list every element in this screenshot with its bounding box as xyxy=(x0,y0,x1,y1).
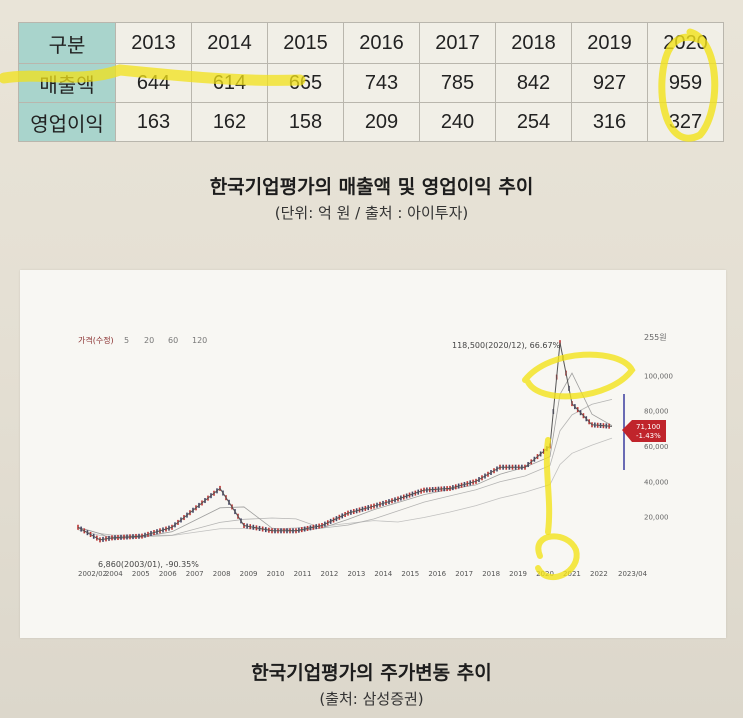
y-tick-label: 100,000 xyxy=(644,372,673,380)
high-annotation: 118,500(2020/12), 66.67% xyxy=(452,341,561,350)
table-cell: 842 xyxy=(495,63,572,103)
table-cell: 959 xyxy=(647,63,724,103)
x-tick-label: 2023/04 xyxy=(618,570,648,578)
x-tick-label: 2002/02 xyxy=(78,570,107,578)
current-price: 71,100 xyxy=(636,423,661,431)
table-cell: 644 xyxy=(115,63,192,103)
table-cell: 743 xyxy=(343,63,420,103)
table-caption-source: (단위: 억 원 / 출처 : 아이투자) xyxy=(274,204,469,222)
chart-highlighter-circle xyxy=(522,351,636,400)
moving-average-line xyxy=(77,398,613,536)
legend-item-5: 5 xyxy=(124,336,129,345)
financial-table: 구분 2013 2014 2015 2016 2017 2018 2019 20… xyxy=(18,22,724,142)
table-cell: 785 xyxy=(419,63,496,103)
table-cell: 927 xyxy=(571,63,648,103)
table-cell: 163 xyxy=(115,102,192,142)
legend-item-price: 가격(수정) xyxy=(78,335,114,345)
table-header-cell: 2018 xyxy=(495,22,572,64)
x-tick-label: 2015 xyxy=(401,570,419,578)
x-tick-label: 2004 xyxy=(105,570,123,578)
current-price-tag xyxy=(622,420,666,442)
x-tick-label: 2022 xyxy=(590,570,608,578)
y-tick-label: 20,000 xyxy=(644,514,669,522)
table-header-cell: 2016 xyxy=(343,22,420,64)
x-tick-label: 2012 xyxy=(321,570,339,578)
moving-average-lines xyxy=(77,372,613,540)
table-cell: 209 xyxy=(343,102,420,142)
table-cell: 162 xyxy=(191,102,268,142)
x-tick-label: 2008 xyxy=(213,570,231,578)
table-header-cell: 2017 xyxy=(419,22,496,64)
table-header-cell: 2020 xyxy=(647,22,724,64)
table-header-row: 구분 2013 2014 2015 2016 2017 2018 2019 20… xyxy=(18,22,724,64)
current-change: -1.43% xyxy=(636,432,661,440)
low-annotation: 6,860(2003/01), -90.35% xyxy=(98,560,199,569)
table-cell: 614 xyxy=(191,63,268,103)
table-cell: 327 xyxy=(647,102,724,142)
x-tick-label: 2007 xyxy=(186,570,204,578)
table-row: 영업이익 163 162 158 209 240 254 316 327 xyxy=(18,102,724,142)
x-tick-label: 2018 xyxy=(482,570,500,578)
moving-average-line xyxy=(77,372,613,540)
stock-chart: 가격(수정) 5 20 60 120 255원 100,000 80,000 60,… xyxy=(77,333,673,581)
table-caption-title: 한국기업평가의 매출액 및 영업이익 추이 xyxy=(209,176,534,198)
x-tick-label: 2013 xyxy=(347,570,365,578)
table-header-cell: 2019 xyxy=(571,22,648,64)
x-tick-label: 2011 xyxy=(294,570,312,578)
table-header-cell: 2013 xyxy=(115,22,192,64)
y-axis-ticks: 100,000 80,000 60,000 40,000 20,000 xyxy=(644,372,673,521)
x-tick-label: 2021 xyxy=(563,570,581,578)
x-tick-label: 2009 xyxy=(240,570,258,578)
legend-item-20: 20 xyxy=(144,336,154,345)
x-tick-label: 2014 xyxy=(374,570,392,578)
y-top-label: 255원 xyxy=(644,333,667,342)
x-tick-label: 2019 xyxy=(509,570,527,578)
legend-item-120: 120 xyxy=(192,336,207,345)
table-cell: 254 xyxy=(495,102,572,142)
chart-caption-source: (출처: 삼성증권) xyxy=(319,690,424,708)
x-tick-label: 2005 xyxy=(132,570,150,578)
table-header-cell: 2014 xyxy=(191,22,268,64)
price-line xyxy=(77,342,613,541)
row-label-operating-profit: 영업이익 xyxy=(18,102,116,142)
stock-chart-card: 가격(수정) 5 20 60 120 255원 100,000 80,000 60,… xyxy=(20,270,726,638)
y-tick-label: 60,000 xyxy=(644,443,669,451)
moving-average-line xyxy=(77,437,613,538)
x-tick-label: 2006 xyxy=(159,570,177,578)
x-tick-label: 2017 xyxy=(455,570,473,578)
table-cell: 158 xyxy=(267,102,344,142)
chart-legend: 가격(수정) 5 20 60 120 xyxy=(78,335,207,345)
y-tick-label: 80,000 xyxy=(644,408,669,416)
chart-highlighter-circle-bottom xyxy=(535,533,580,581)
table-header-cell: 구분 xyxy=(18,22,116,64)
table-cell: 240 xyxy=(419,102,496,142)
legend-item-60: 60 xyxy=(168,336,178,345)
chart-caption-title: 한국기업평가의 주가변동 추이 xyxy=(251,662,492,684)
table-cell: 665 xyxy=(267,63,344,103)
x-tick-label: 2010 xyxy=(267,570,285,578)
table-cell: 316 xyxy=(571,102,648,142)
row-label-revenue: 매출액 xyxy=(18,63,116,103)
y-tick-label: 40,000 xyxy=(644,478,669,486)
table-row: 매출액 644 614 665 743 785 842 927 959 xyxy=(18,63,724,103)
chart-highlighter-line xyxy=(543,437,553,535)
x-tick-label: 2016 xyxy=(428,570,446,578)
table-header-cell: 2015 xyxy=(267,22,344,64)
